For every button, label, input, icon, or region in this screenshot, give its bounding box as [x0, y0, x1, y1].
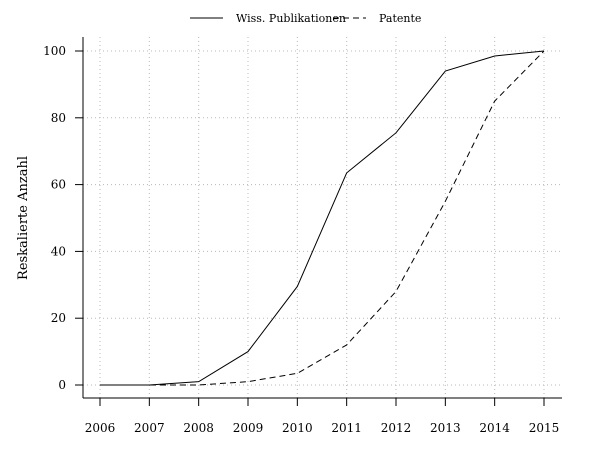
series-line-1 [100, 50, 545, 386]
y-tick-label: 60 [51, 178, 66, 192]
y-tick-label: 100 [43, 44, 66, 58]
y-tick-label: 0 [58, 378, 66, 392]
x-tick-label: 2012 [381, 421, 412, 435]
y-axis-label: Reskalierte Anzahl [16, 156, 31, 280]
x-tick-label: 2011 [331, 421, 362, 435]
legend: Wiss. Publikationen Patente [190, 12, 421, 25]
x-tick-label: 2007 [134, 421, 165, 435]
x-tick-label: 2013 [430, 421, 461, 435]
axes [82, 37, 562, 399]
series-line-0 [100, 50, 545, 386]
y-tick-label: 80 [51, 111, 66, 125]
x-tick-label: 2015 [529, 421, 560, 435]
x-tick-label: 2014 [479, 421, 510, 435]
y-tick-label: 40 [51, 244, 66, 258]
y-axis-ticks: 0 20 40 60 80 100 [43, 44, 83, 392]
series-group [100, 50, 545, 386]
x-axis-ticks: 2006 2007 2008 2009 2010 2011 2012 2013 2014 2015 [85, 398, 560, 435]
legend-label-1: Patente [379, 12, 421, 25]
y-tick-label: 20 [51, 311, 66, 325]
grid [83, 37, 562, 398]
x-tick-label: 2006 [85, 421, 116, 435]
x-tick-label: 2010 [282, 421, 313, 435]
x-tick-label: 2008 [183, 421, 214, 435]
x-tick-label: 2009 [233, 421, 264, 435]
legend-label-0: Wiss. Publikationen [236, 12, 346, 25]
